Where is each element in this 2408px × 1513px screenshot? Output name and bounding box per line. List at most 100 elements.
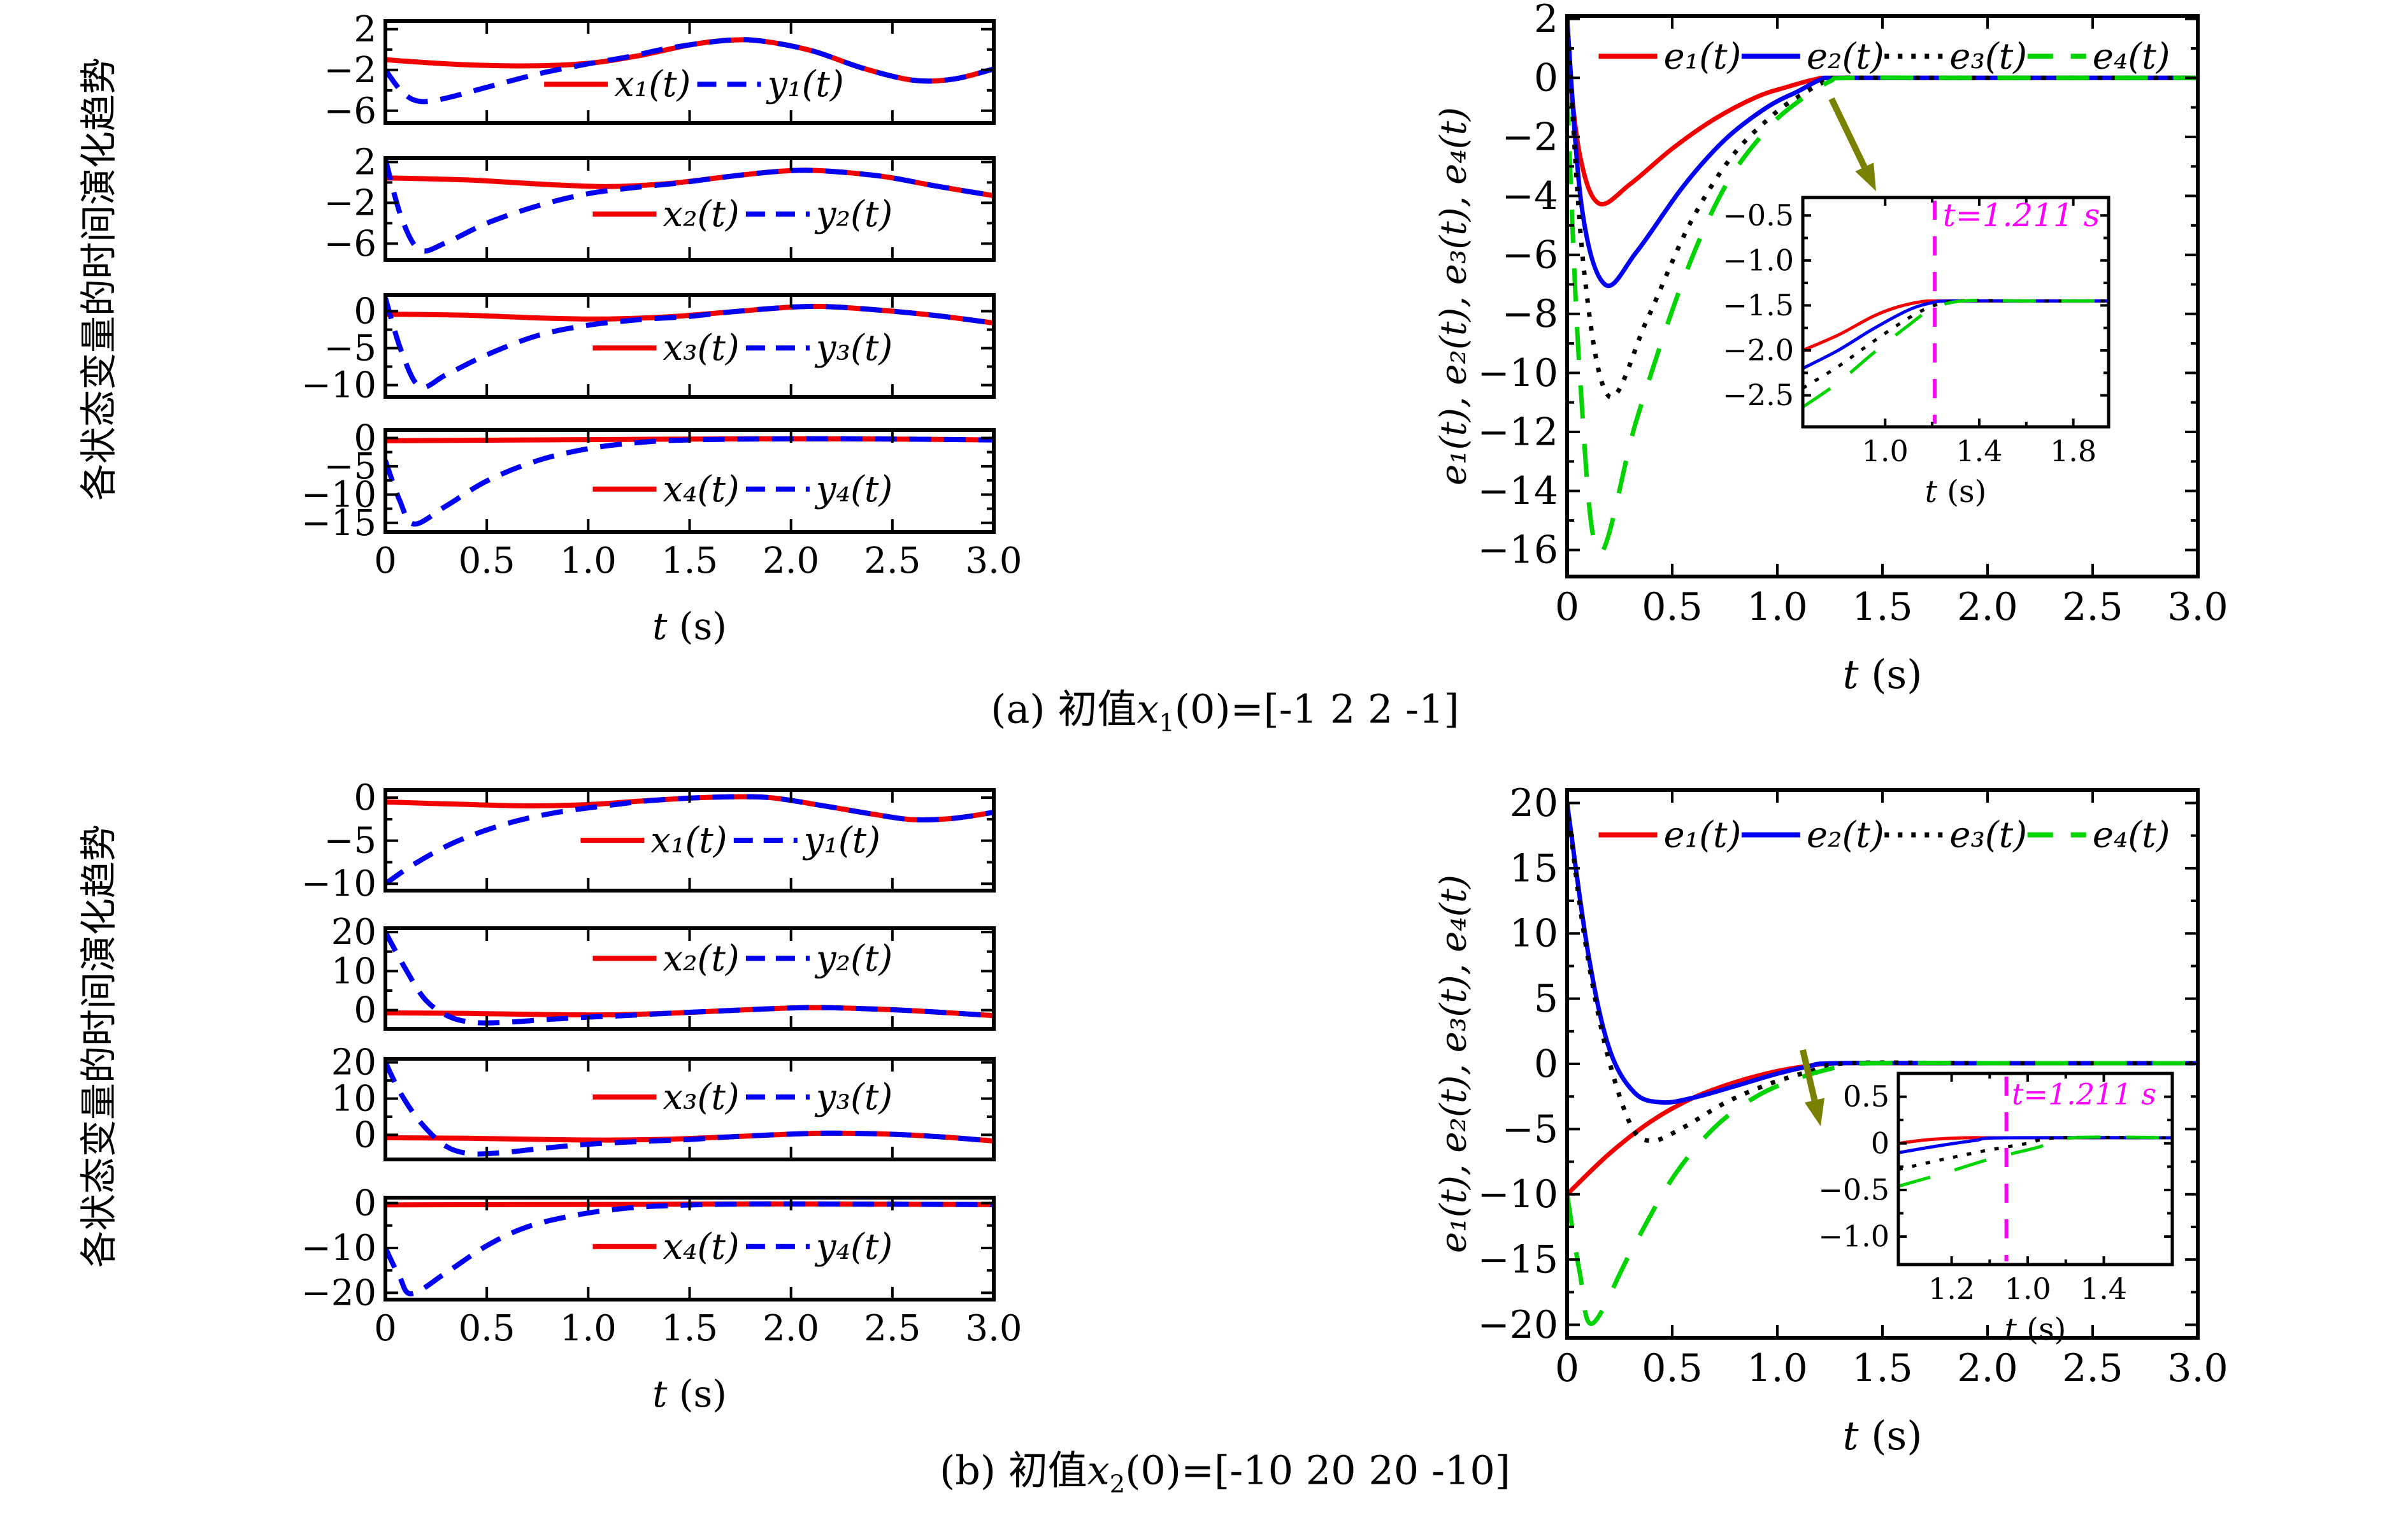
x-axis-label: t (s): [1925, 474, 1987, 510]
ylabel-states-group-b: 各状态变量的时间演化趋势: [77, 824, 120, 1268]
series-e₃(t): [1898, 1135, 2172, 1172]
y-tick-label: 10: [331, 950, 376, 992]
legend-label-e₂(t): e₂(t): [1807, 815, 1884, 856]
series-y₄(t): [385, 1201, 994, 1296]
panel-a-x2: 2−2−6 x₂(t) y₂(t): [324, 141, 996, 264]
y-tick-label: −10: [301, 364, 376, 406]
y-tick-label: 2: [354, 9, 376, 50]
panel-b-inset: t=1.211 s 1.2 1.0 1.4 0.5 0 −0.5 −1.0 t (s): [1818, 1072, 2174, 1347]
y-tick-label: 0: [354, 291, 376, 333]
x-tick-label: 0: [374, 540, 397, 582]
series-y₂(t): [385, 931, 994, 1026]
y-tick-label: −5: [324, 446, 376, 487]
y-tick-label: −0.5: [1818, 1173, 1889, 1207]
caption-b: (b) 初值x2(0)=[-10 20 20 -10]: [940, 1438, 1510, 1498]
y-tick-label: −6: [324, 90, 376, 132]
x-tick-label: 3.0: [965, 540, 1022, 582]
y-tick-label: −0.5: [1723, 198, 1794, 233]
legend-label-y₁(t): y₁(t): [766, 64, 844, 105]
x-tick-label: 1.0: [2004, 1272, 2051, 1306]
y-tick-label: −2.0: [1723, 333, 1794, 368]
y-tick-label: −6: [1502, 233, 1558, 278]
legend-label-y₃(t): y₃(t): [814, 1077, 892, 1118]
x-tick-label: 1.5: [1852, 585, 1912, 629]
legend-label-x₁(t): x₁(t): [614, 64, 691, 105]
series-e₄(t): [1898, 1135, 2172, 1188]
y-tick-label: 0: [354, 990, 376, 1031]
settling-time-label: t=1.211 s: [2012, 1077, 2156, 1111]
y-tick-label: 0: [354, 777, 376, 819]
legend-label-y₂(t): y₂(t): [814, 194, 892, 235]
legend-label-x₄(t): x₄(t): [663, 469, 740, 510]
legend-label-x₃(t): x₃(t): [663, 1077, 740, 1118]
caption-a: (a) 初值x1(0)=[-1 2 2 -1]: [991, 677, 1459, 737]
x-axis-label: t (s): [652, 605, 727, 648]
x-tick-label: 2.5: [864, 540, 921, 582]
x-tick-label: 1.5: [661, 1308, 718, 1349]
legend-label-x₂(t): x₂(t): [663, 938, 740, 979]
ylabel-states-group-a: 各状态变量的时间演化趋势: [77, 57, 120, 501]
x-tick-label: 2.0: [1957, 585, 2017, 629]
x-tick-label: 1.4: [1956, 434, 2002, 468]
caption-b-prefix: (b) 初值: [940, 1447, 1087, 1494]
y-tick-label: −10: [301, 863, 376, 905]
y-tick-label: 20: [1510, 781, 1558, 826]
y-tick-label: −2: [1502, 115, 1558, 159]
y-tick-label: −2: [324, 50, 376, 91]
panel-a-x4: 0 0.5 1.0 1.5 2.0 2.5 3.00−5−10−15t (s)x₄(t) y₄…: [301, 417, 1022, 648]
y-tick-label: 2: [1534, 0, 1558, 41]
settling-time-label: t=1.211 s: [1943, 197, 2100, 234]
x-tick-label: 0: [1555, 1346, 1579, 1391]
y-tick-label: −20: [301, 1272, 376, 1314]
x-tick-label: 0.5: [459, 540, 515, 582]
legend-label-y₄(t): y₄(t): [814, 469, 892, 510]
x-axis-label: t (s): [2005, 1312, 2067, 1347]
legend-label-x₂(t): x₂(t): [663, 194, 740, 235]
panel-a-x3: 0−5−10 x₃(t) y₃(t): [301, 291, 996, 406]
y-tick-label: −4: [1502, 174, 1558, 219]
y-tick-label: −5: [324, 328, 376, 369]
x-axis-label: t (s): [1843, 1412, 1923, 1459]
y-tick-label: −8: [1502, 292, 1558, 336]
panel-b-x4: 0 0.5 1.0 1.5 2.0 2.5 3.00−10−20t (s)x₄(t) y₄(t…: [301, 1182, 1022, 1416]
caption-b-subscript: 2: [1109, 1470, 1126, 1499]
x-axis-label: t (s): [652, 1372, 727, 1416]
y-tick-label: 0: [354, 1114, 376, 1156]
y-tick-label: −5: [324, 821, 376, 862]
x-tick-label: 0: [1555, 585, 1579, 629]
legend-label-y₃(t): y₃(t): [814, 327, 892, 369]
y-tick-label: −5: [1502, 1107, 1558, 1152]
axes-frame: [1801, 196, 2111, 429]
x-tick-label: 1.0: [1747, 1346, 1807, 1391]
y-tick-label: −12: [1477, 410, 1558, 454]
y-tick-label: −14: [1477, 469, 1558, 513]
series-e₄(t): [1567, 1061, 2198, 1326]
y-tick-label: 0: [1871, 1126, 1889, 1160]
y-tick-label: −1.5: [1723, 288, 1794, 322]
legend-label-e₂(t): e₂(t): [1807, 36, 1884, 77]
caption-a-value: (0)=[-1 2 2 -1]: [1174, 685, 1459, 733]
inset-background: [1803, 197, 2109, 427]
x-tick-label: 1.0: [1862, 434, 1909, 468]
x-tick-label: 2.5: [2062, 585, 2123, 629]
y-tick-label: −2.5: [1723, 378, 1794, 412]
x-tick-label: 0: [374, 1308, 397, 1349]
y-tick-label: 20: [331, 912, 376, 953]
annotation-arrowhead: [1855, 162, 1876, 191]
x-tick-label: 2.0: [763, 1308, 819, 1349]
y-tick-label: 0: [354, 1182, 376, 1224]
y-tick-label: 0: [1534, 1042, 1558, 1086]
series-e₂(t): [1898, 1136, 2172, 1154]
series-e₄(t): [1803, 298, 2109, 408]
y-tick-label: −10: [1477, 351, 1558, 396]
legend-label-y₄(t): y₄(t): [814, 1226, 892, 1268]
y-tick-label: −10: [301, 474, 376, 515]
y-tick-label: −1.0: [1723, 243, 1794, 277]
annotation-arrowhead: [1804, 1098, 1824, 1126]
legend-label-e₁(t): e₁(t): [1664, 36, 1742, 77]
x-tick-label: 1.5: [1852, 1346, 1912, 1391]
x-tick-label: 2.0: [763, 540, 819, 582]
